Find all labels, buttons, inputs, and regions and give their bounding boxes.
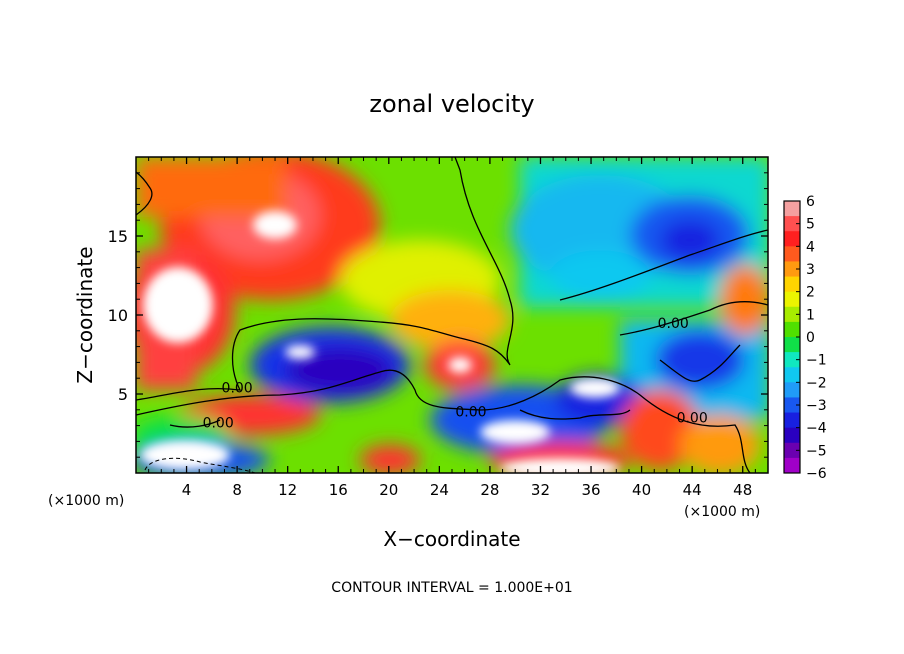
colorbar-tick-label: −5 [806, 443, 827, 459]
x-tick-label: 24 [430, 481, 449, 499]
contour-interval-note: CONTOUR INTERVAL = 1.000E+01 [331, 580, 572, 596]
y-axis: 5 10 15 [108, 172, 768, 458]
colorbar-tick-label: 0 [806, 330, 815, 346]
contour-label: 0.00 [222, 381, 253, 397]
colorbar-swatch [784, 201, 800, 217]
x-tick-label: 12 [278, 481, 297, 499]
contour-dashed [144, 457, 256, 473]
x-tick-label: 48 [733, 481, 752, 499]
colorbar-swatch [784, 261, 800, 278]
colorbar-swatch [784, 427, 800, 444]
colorbar-swatch [784, 382, 800, 398]
colorbar-swatch [784, 291, 800, 308]
colorbar-tick-label: −6 [806, 466, 827, 482]
contour-labels: 0.00 0.00 0.00 0.00 0.00 [203, 316, 708, 432]
colorbar-swatch [784, 367, 800, 383]
colorbar-tick-label: −4 [806, 421, 827, 437]
x-tick-label: 28 [480, 481, 499, 499]
chart-title: zonal velocity [369, 90, 534, 118]
colorbar-swatch [784, 442, 800, 459]
y-tick-label: 15 [108, 227, 128, 246]
colorbar-swatch [784, 246, 800, 262]
y-tick-label: 5 [118, 385, 128, 404]
x-tick-label: 4 [182, 481, 192, 499]
x-tick-label: 36 [581, 481, 600, 499]
colorbar-swatch [784, 321, 800, 338]
colorbar-swatch [784, 216, 800, 232]
colorbar-swatch [784, 412, 800, 429]
colorbar-swatch [784, 231, 800, 247]
x-tick-label: 20 [379, 481, 398, 499]
contour-label: 0.00 [677, 411, 708, 427]
x-tick-label: 8 [232, 481, 242, 499]
heatmap-field [136, 157, 768, 473]
contour-lines [136, 157, 768, 473]
x-tick-label: 32 [531, 481, 550, 499]
colorbar-tick-label: 6 [806, 194, 815, 210]
x-unit-label-left: (×1000 m) [48, 493, 124, 509]
contour-label: 0.00 [658, 316, 689, 332]
colorbar-tick-label: 3 [806, 262, 815, 278]
y-tick-label: 10 [108, 306, 128, 325]
colorbar-tick-label: 1 [806, 307, 815, 323]
colorbar: 6 5 4 3 2 1 0 −1 −2 −3 −4 −5 −6 [783, 194, 827, 482]
colorbar-tick-label: −2 [806, 375, 827, 391]
x-axis: 4 8 12 16 20 24 28 32 36 40 44 48 [148, 157, 756, 499]
colorbar-swatch [784, 306, 800, 323]
x-unit-label-right: (×1000 m) [684, 504, 760, 520]
x-tick-label: 40 [632, 481, 651, 499]
colorbar-tick-label: 4 [806, 239, 815, 255]
contour-label: 0.00 [203, 415, 234, 431]
colorbar-tick-label: 2 [806, 285, 815, 301]
contour-label: 0.00 [455, 404, 486, 420]
x-tick-label: 44 [683, 481, 702, 499]
colorbar-tick-label: 5 [806, 217, 815, 233]
colorbar-swatch [784, 337, 800, 353]
colorbar-swatch [784, 397, 800, 414]
x-tick-label: 16 [329, 481, 348, 499]
colorbar-swatch [784, 276, 800, 293]
colorbar-swatch [784, 457, 800, 474]
x-axis-label: X−coordinate [383, 527, 520, 551]
colorbar-tick-label: −3 [806, 398, 827, 414]
y-axis-label: Z−coordinate [73, 246, 97, 383]
colorbar-swatch [784, 352, 800, 368]
colorbar-tick-label: −1 [806, 353, 827, 369]
